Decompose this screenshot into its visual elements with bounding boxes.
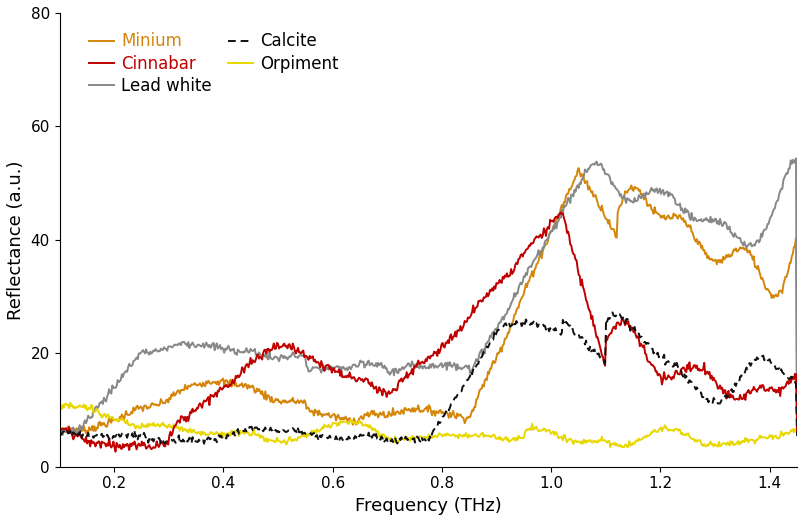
Y-axis label: Reflectance (a.u.): Reflectance (a.u.)	[7, 160, 25, 319]
Legend: Minium, Cinnabar, Lead white, Calcite, Orpiment, : Minium, Cinnabar, Lead white, Calcite, O…	[83, 26, 344, 101]
X-axis label: Frequency (THz): Frequency (THz)	[354, 497, 501, 515]
